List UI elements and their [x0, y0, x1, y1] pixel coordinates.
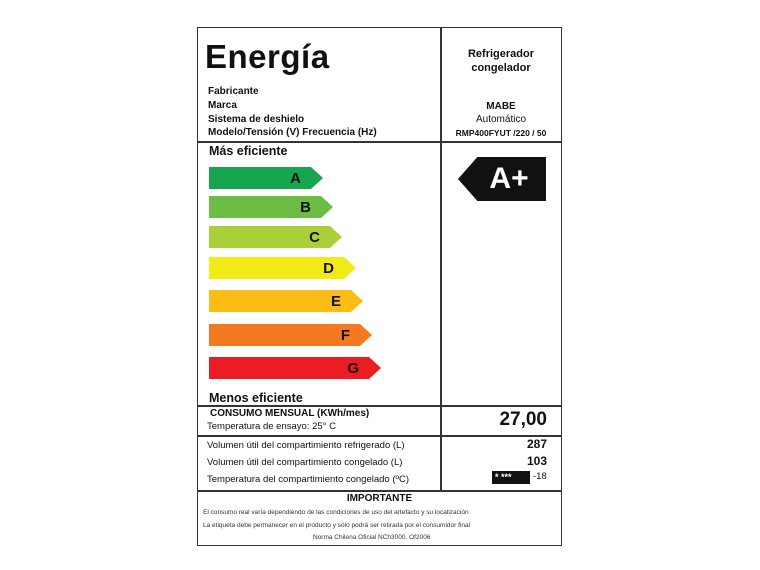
- consumption-label: CONSUMO MENSUAL (KWh/mes): [210, 408, 370, 419]
- freezer-temp-value: -18: [533, 471, 547, 482]
- spec-label-model: Modelo/Tensión (V) Frecuencia (Hz): [208, 127, 377, 138]
- spec-label-brand: Marca: [208, 100, 237, 111]
- divider: [197, 435, 562, 437]
- important-line-1: El consumo real varía dependiendo de las…: [203, 509, 469, 516]
- volume-refrigerated-label: Volumen útil del compartimiento refriger…: [207, 440, 405, 451]
- efficiency-class-letter: C: [309, 228, 320, 246]
- volume-frozen-label: Volumen útil del compartimiento congelad…: [207, 457, 403, 468]
- efficiency-bar-e: E: [209, 290, 363, 312]
- efficiency-bar-c: C: [209, 226, 342, 248]
- more-efficient-label: Más eficiente: [209, 144, 288, 158]
- appliance-type-line2: congelador: [471, 62, 531, 74]
- spec-label-defrost: Sistema de deshielo: [208, 114, 305, 125]
- rating-arrow: A+: [458, 157, 546, 201]
- spec-value-defrost: Automático: [475, 114, 527, 125]
- efficiency-bar-f: F: [209, 324, 372, 346]
- efficiency-class-letter: F: [340, 326, 350, 344]
- important-line-3: Norma Chilena Oficial NCh3000. Of2006: [313, 534, 431, 541]
- important-line-2: La etiqueta debe permanecer en el produc…: [203, 522, 471, 529]
- efficiency-class-letter: A: [290, 169, 301, 187]
- divider: [197, 141, 562, 143]
- efficiency-bar-b: B: [209, 196, 333, 218]
- less-efficient-label: Menos eficiente: [209, 391, 303, 405]
- test-temperature: Temperatura de ensayo: 25° C: [207, 421, 336, 432]
- volume-refrigerated-value: 287: [526, 437, 547, 451]
- divider: [197, 490, 562, 492]
- page-title: Energía: [205, 38, 330, 75]
- freezer-temp-label: Temperatura del compartimiento congelado…: [207, 474, 410, 485]
- consumption-value: 27,00: [499, 409, 547, 430]
- energy-label: [197, 27, 562, 546]
- spec-label-manufacturer: Fabricante: [208, 86, 259, 97]
- spec-value-model: RMP400FYUT /220 / 50: [455, 128, 547, 138]
- divider: [197, 405, 562, 407]
- efficiency-bar-d: D: [209, 257, 356, 279]
- volume-frozen-value: 103: [526, 454, 547, 468]
- divider: [440, 27, 442, 491]
- efficiency-class-letter: D: [323, 259, 334, 277]
- efficiency-class-letter: E: [330, 292, 341, 310]
- efficiency-bar-g: G: [209, 357, 381, 379]
- spec-value-brand: MABE: [486, 101, 516, 112]
- efficiency-class-letter: G: [347, 359, 359, 377]
- appliance-type-line1: Refrigerador: [467, 48, 535, 60]
- freezer-star-rating-icon: * ***: [492, 471, 530, 484]
- efficiency-bar-a: A: [209, 167, 323, 189]
- efficiency-class-letter: B: [300, 198, 311, 216]
- important-title: IMPORTANTE: [346, 493, 413, 504]
